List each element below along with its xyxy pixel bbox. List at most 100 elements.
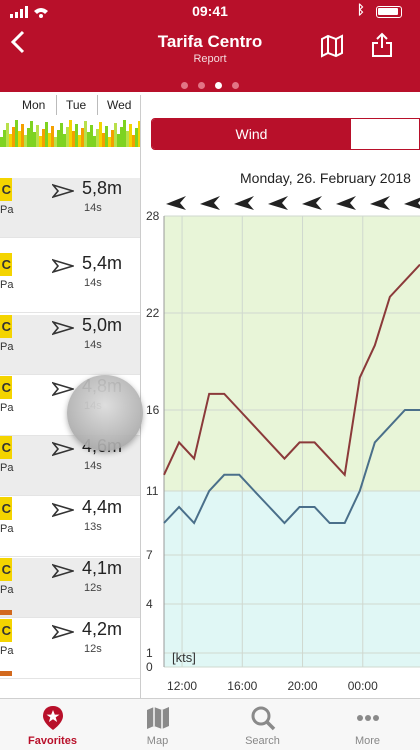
page-dot[interactable] xyxy=(215,82,222,89)
row-subtext: Pa xyxy=(0,279,14,291)
wind-direction-arrow xyxy=(200,196,220,210)
y-tick-label: 11 xyxy=(146,484,159,498)
wave-height: 5,8m xyxy=(82,178,123,198)
forecast-bar xyxy=(39,136,42,147)
forecast-bar xyxy=(66,127,69,147)
wave-height: 4,1m xyxy=(82,558,123,578)
status-time: 09:41 xyxy=(192,3,228,19)
direction-arrow-icon xyxy=(52,502,74,518)
forecast-bar xyxy=(45,122,48,147)
forecast-bar xyxy=(15,120,18,147)
forecast-bar xyxy=(102,133,105,147)
list-item[interactable]: C Pa 4,2m 12s xyxy=(0,619,140,679)
forecast-bar xyxy=(81,128,84,147)
signal-icon xyxy=(10,5,50,21)
segment-other[interactable] xyxy=(351,119,419,149)
forecast-bar xyxy=(3,130,6,147)
x-tick-label: 20:00 xyxy=(288,679,318,693)
forecast-bar xyxy=(87,132,90,147)
forecast-bar xyxy=(138,121,140,147)
more-icon xyxy=(355,705,381,729)
day-label: Wed xyxy=(107,98,132,112)
wind-direction-arrow xyxy=(404,197,420,209)
forecast-bar xyxy=(57,130,60,147)
unit-label: [kts] xyxy=(172,650,196,665)
page-subtitle: Report xyxy=(193,53,227,65)
row-subtext: Pa xyxy=(0,584,14,596)
day-divider xyxy=(56,95,57,115)
x-tick-label: 16:00 xyxy=(227,679,257,693)
y-tick-label: 1 xyxy=(146,646,153,660)
list-item[interactable]: C Pa 4,1m 12s xyxy=(0,558,140,618)
touch-indicator xyxy=(67,375,143,451)
chart-type-segment[interactable]: Wind xyxy=(151,118,420,150)
header: 09:41 ᛒ Tarifa Centro Report xyxy=(0,0,420,92)
tab-favorites[interactable]: Favorites xyxy=(0,699,105,750)
wave-height: 4,2m xyxy=(82,619,123,639)
forecast-bar xyxy=(0,137,3,147)
direction-arrow-icon xyxy=(52,183,74,199)
forecast-bar xyxy=(96,129,99,147)
day-label: Mon xyxy=(22,98,46,112)
direction-arrow-icon xyxy=(52,441,74,457)
back-button[interactable] xyxy=(10,30,26,60)
page-dot[interactable] xyxy=(232,82,239,89)
segment-wind[interactable]: Wind xyxy=(152,119,351,149)
list-item[interactable]: C Pa 5,8m 14s xyxy=(0,178,140,238)
tab-bar: Favorites Map Search More xyxy=(0,698,420,750)
pane-divider xyxy=(140,95,141,698)
wave-height: 5,4m xyxy=(82,253,123,273)
forecast-bar xyxy=(54,137,57,147)
tab-more[interactable]: More xyxy=(315,699,420,750)
forecast-bar xyxy=(135,128,138,147)
wind-direction-arrow xyxy=(370,196,390,210)
wind-direction-arrow xyxy=(302,196,322,210)
direction-arrow-icon xyxy=(52,563,74,579)
page-indicator[interactable] xyxy=(0,76,420,94)
row-subtext: Pa xyxy=(0,523,14,535)
forecast-bar xyxy=(90,125,93,147)
tide-marker xyxy=(0,610,12,615)
tide-marker xyxy=(0,671,12,676)
chart-date: Monday, 26. February 2018 xyxy=(240,170,411,186)
row-subtext: Pa xyxy=(0,462,14,474)
page-dot[interactable] xyxy=(181,82,188,89)
list-item[interactable]: C Pa 4,4m 13s xyxy=(0,497,140,557)
rating-badge: C xyxy=(0,436,12,459)
tab-map[interactable]: Map xyxy=(105,699,210,750)
forecast-bar xyxy=(12,127,15,147)
wave-period: 12s xyxy=(84,582,102,594)
wind-direction-arrow xyxy=(234,196,254,210)
forecast-bar xyxy=(78,135,81,147)
forecast-bar xyxy=(18,131,21,147)
forecast-bar xyxy=(69,120,72,147)
day-divider xyxy=(97,95,98,115)
rating-badge: C xyxy=(0,619,12,642)
direction-arrow-icon xyxy=(52,381,74,397)
page-title: Tarifa Centro xyxy=(157,32,263,51)
map-view-button[interactable] xyxy=(320,34,346,60)
forecast-bar xyxy=(123,120,126,147)
forecast-bar xyxy=(111,130,114,147)
tab-label: Favorites xyxy=(28,735,77,747)
y-tick-label: 4 xyxy=(146,597,153,611)
wave-height: 5,0m xyxy=(82,315,123,335)
share-button[interactable] xyxy=(370,32,396,60)
wind-chart: 01 4 7 11 16 22 28 12:00 16:00 20:00 00:00 [kts] xyxy=(146,196,420,693)
share-icon xyxy=(372,32,392,57)
map-icon xyxy=(321,34,343,58)
battery-icon xyxy=(376,6,402,18)
forecast-bar xyxy=(132,135,135,147)
forecast-timeline[interactable]: Mon Tue Wed xyxy=(0,95,140,153)
forecast-bar xyxy=(129,124,132,147)
list-item[interactable]: C Pa 5,0m 14s xyxy=(0,315,140,375)
forecast-bar xyxy=(24,135,27,147)
forecast-mini-bars xyxy=(0,120,140,147)
page-dot[interactable] xyxy=(198,82,205,89)
y-tick-label: 22 xyxy=(146,306,160,320)
forecast-bar xyxy=(84,121,87,147)
tab-search[interactable]: Search xyxy=(210,699,315,750)
forecast-bar xyxy=(27,128,30,147)
list-item[interactable]: C Pa 5,4m 14s xyxy=(0,253,140,313)
row-subtext: Pa xyxy=(0,645,14,657)
